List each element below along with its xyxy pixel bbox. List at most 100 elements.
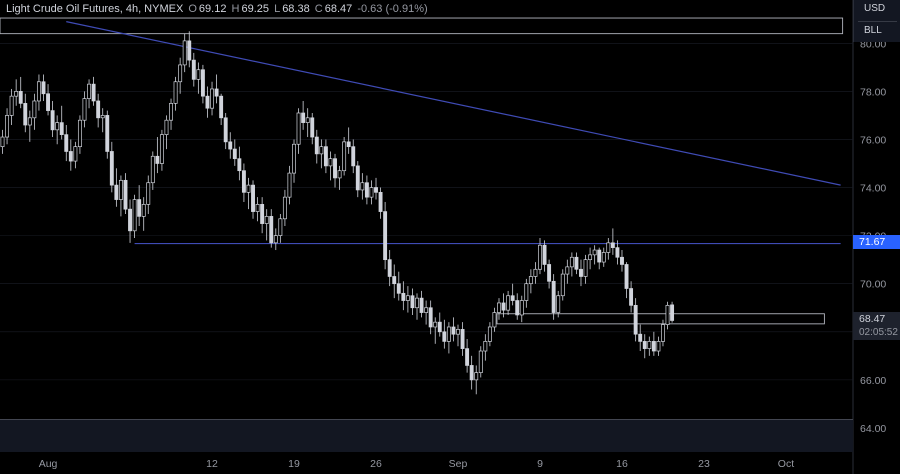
- candle: [164, 115, 169, 150]
- candle-body-up: [169, 103, 173, 121]
- candle-body-down: [64, 134, 69, 152]
- candle-body-up: [533, 268, 538, 277]
- candle: [346, 127, 351, 154]
- candle: [369, 180, 374, 205]
- candle: [342, 137, 347, 176]
- candle: [36, 74, 41, 111]
- candle-body-down: [269, 216, 274, 244]
- candle-body-down: [551, 280, 556, 313]
- candle-body-up: [478, 350, 483, 374]
- currency-selector[interactable]: USD BLL: [853, 0, 900, 42]
- candle: [565, 259, 570, 284]
- candle: [205, 86, 210, 118]
- candle-body-down: [105, 115, 110, 152]
- candle: [187, 31, 192, 68]
- candle-body-down: [515, 300, 520, 316]
- y-tick-label: 78.00: [860, 86, 886, 98]
- candle: [32, 93, 37, 130]
- candle: [333, 153, 337, 188]
- candle: [118, 175, 123, 217]
- candle: [150, 151, 155, 190]
- candle: [610, 228, 615, 255]
- candle-body-down: [670, 304, 675, 321]
- candle-body-down: [387, 259, 392, 277]
- candle: [474, 365, 479, 395]
- candle-body-up: [656, 341, 661, 352]
- candle-body-down: [314, 136, 319, 155]
- open-value: 69.12: [198, 3, 227, 15]
- candle-body-down: [442, 331, 447, 342]
- candle: [620, 250, 624, 272]
- y-tick-label: 70.00: [860, 279, 886, 291]
- x-tick-label: 12: [206, 458, 218, 470]
- candle-body-up: [524, 283, 529, 301]
- trend-line: [66, 21, 841, 186]
- currency-primary[interactable]: USD: [864, 3, 886, 14]
- candle-body-up: [415, 297, 419, 309]
- candle-body-down: [200, 69, 205, 97]
- candle-body-up: [606, 242, 611, 253]
- candle: [446, 322, 451, 354]
- support-zone: [496, 313, 825, 325]
- candle-body-down: [96, 100, 101, 119]
- candle: [515, 293, 520, 320]
- x-tick-label: Sep: [449, 458, 468, 470]
- candle-body-up: [246, 184, 251, 193]
- high-label: H: [231, 3, 240, 15]
- candle: [569, 252, 574, 277]
- candle: [392, 264, 397, 299]
- candle-body-up: [601, 252, 606, 263]
- candle-body-down: [510, 295, 515, 301]
- bottom-panel: [0, 419, 853, 452]
- candle-body-up: [569, 256, 574, 268]
- candle: [629, 281, 634, 313]
- candle-body-down: [23, 103, 28, 126]
- candle: [633, 298, 638, 342]
- candle-body-up: [164, 119, 169, 135]
- candle: [519, 295, 524, 323]
- candle: [579, 259, 583, 287]
- candle: [282, 189, 287, 226]
- candle: [14, 79, 19, 106]
- x-tick-label: 19: [288, 458, 300, 470]
- candle-body-down: [46, 93, 51, 111]
- candle: [638, 324, 643, 352]
- candle-body-down: [401, 292, 406, 301]
- candle-body-up: [278, 218, 283, 236]
- x-tick-label: 26: [370, 458, 382, 470]
- candle: [374, 177, 378, 200]
- currency-secondary[interactable]: BLL: [864, 25, 882, 36]
- candle: [251, 180, 255, 219]
- candle-body-down: [642, 341, 647, 349]
- candle: [451, 317, 456, 342]
- candle-body-down: [547, 264, 552, 282]
- close-label: C: [314, 3, 323, 15]
- candle: [55, 115, 60, 145]
- candle: [560, 269, 565, 301]
- candle-body-down: [437, 321, 442, 333]
- candle: [538, 238, 542, 275]
- candle-body-up: [342, 141, 347, 172]
- candle: [314, 129, 319, 164]
- candle: [510, 283, 515, 306]
- last-price-tag: 68.47 02:05:52: [853, 312, 900, 340]
- candle-body-down: [251, 184, 255, 212]
- candle-body-down: [629, 288, 634, 306]
- candle: [155, 137, 160, 174]
- candle-body-up: [456, 329, 460, 335]
- candle: [310, 113, 315, 145]
- candle-body-up: [483, 341, 488, 352]
- candle-body-up: [292, 143, 296, 174]
- candle-body-up: [178, 64, 183, 83]
- candle: [59, 105, 64, 140]
- candle-body-up: [118, 179, 123, 200]
- candle: [255, 197, 260, 222]
- candle: [123, 173, 128, 214]
- candle: [542, 240, 547, 272]
- candle: [351, 139, 356, 174]
- candle: [141, 197, 146, 231]
- candle-body-up: [538, 244, 542, 270]
- candle: [223, 113, 228, 150]
- candle-body-down: [428, 307, 433, 328]
